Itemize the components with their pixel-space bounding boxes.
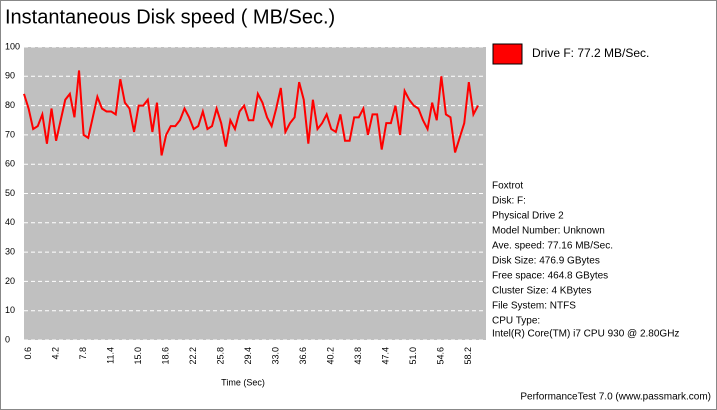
x-axis-label: Time (Sec) <box>221 377 265 387</box>
info-line: Cluster Size: 4 KBytes <box>492 286 591 297</box>
info-line: Free space: 464.8 GBytes <box>492 271 608 282</box>
y-tick-label: 50 <box>5 188 15 198</box>
footer: PerformanceTest 7.0 (www.passmark.com) <box>520 392 711 403</box>
y-tick-label: 0 <box>5 334 10 344</box>
x-tick-label: 58.2 <box>463 347 473 365</box>
x-tick-label: 40.2 <box>326 347 336 365</box>
legend-label: Drive F: 77.2 MB/Sec. <box>532 46 649 60</box>
x-tick-label: 47.4 <box>381 347 391 365</box>
y-tick-label: 20 <box>5 276 15 286</box>
x-tick-label: 36.6 <box>298 347 308 365</box>
info-line: Physical Drive 2 <box>492 211 564 222</box>
x-tick-label: 25.8 <box>216 347 226 365</box>
chart-title: Instantaneous Disk speed ( MB/Sec.) <box>5 6 335 28</box>
x-tick-label: 0.6 <box>23 347 33 360</box>
y-tick-label: 70 <box>5 129 15 139</box>
y-tick-label: 30 <box>5 246 15 256</box>
y-tick-label: 100 <box>5 41 20 51</box>
y-tick-label: 90 <box>5 71 15 81</box>
y-tick-label: 60 <box>5 159 15 169</box>
data-line <box>23 70 479 156</box>
x-tick-label: 51.0 <box>408 347 418 365</box>
y-tick-label: 80 <box>5 100 15 110</box>
x-tick-label: 15.0 <box>133 347 143 365</box>
x-tick-label: 29.4 <box>243 347 253 365</box>
y-tick-label: 10 <box>5 305 15 315</box>
info-line: File System: NTFS <box>492 301 576 312</box>
x-tick-label: 54.6 <box>436 347 446 365</box>
legend-swatch <box>492 43 523 65</box>
x-tick-label: 18.6 <box>161 347 171 365</box>
x-tick-label: 11.4 <box>106 347 116 364</box>
x-tick-label: 4.2 <box>50 347 60 360</box>
x-tick-label: 7.8 <box>78 347 88 360</box>
info-line: Foxtrot <box>492 181 523 192</box>
info-line: CPU Type: <box>492 316 540 327</box>
x-tick-label: 43.8 <box>353 347 363 365</box>
info-line: Ave. speed: 77.16 MB/Sec. <box>492 241 613 252</box>
y-tick-label: 40 <box>5 217 15 227</box>
info-line: Model Number: Unknown <box>492 226 605 237</box>
info-line: Disk: F: <box>492 196 526 207</box>
info-line: Intel(R) Core(TM) i7 CPU 930 @ 2.80GHz <box>492 329 679 340</box>
x-tick-label: 22.2 <box>188 347 198 365</box>
info-line: Disk Size: 476.9 GBytes <box>492 256 600 267</box>
x-tick-label: 33.0 <box>271 347 281 365</box>
